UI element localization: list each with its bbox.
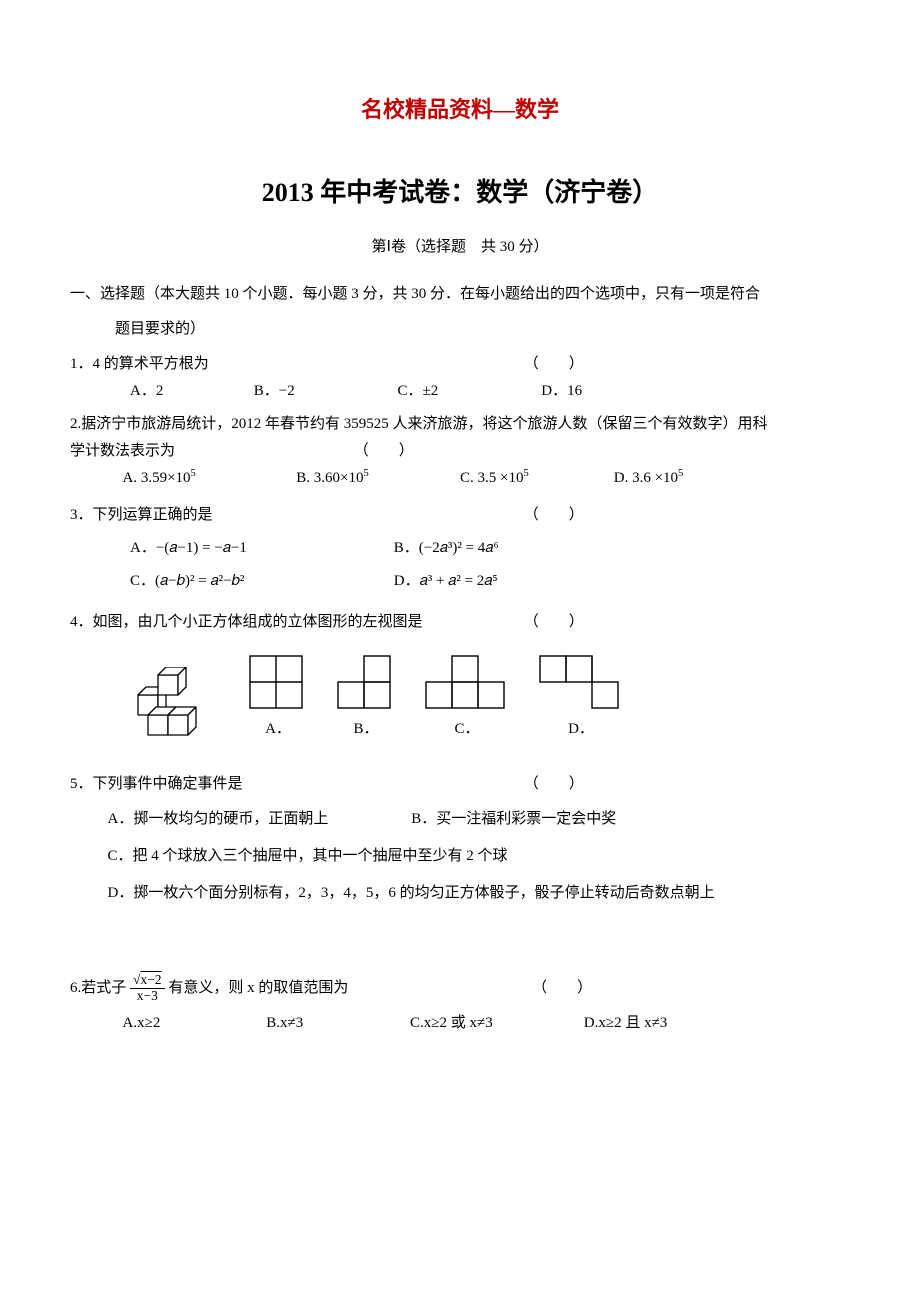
question-6: 6.若式子 √x−2 x−3 有意义，则 x 的取值范围为 （ ） A.x≥2 … <box>70 973 850 1037</box>
q4-label-b: B． <box>336 716 396 743</box>
q2-blank: （ ） <box>354 443 414 459</box>
question-1: 1．4 的算术平方根为 （ ） A．2 B．−2 C．±2 D．16 <box>70 351 850 405</box>
q6-stem-pre: 6.若式子 <box>70 980 126 996</box>
q1-stem: 1．4 的算术平方根为 <box>70 351 520 378</box>
q4-figure-row: A． B． C． <box>70 654 850 743</box>
q3-opt-c: C．(𝑎−𝑏)² = 𝑎²−𝑏² <box>130 568 390 595</box>
q4-blank: （ ） <box>524 614 584 630</box>
q6-opt-a: A.x≥2 <box>123 1010 263 1037</box>
q1-opt-b: B．−2 <box>254 378 394 405</box>
question-3: 3．下列运算正确的是 （ ） A．−(𝑎−1) = −𝑎−1 B．(−2𝑎³)²… <box>70 502 850 595</box>
q4-opt-b-figure: B． <box>336 654 396 743</box>
q2-opt-d: D. 3.6 ×105 <box>614 465 684 492</box>
q5-stem: 5．下列事件中确定事件是 <box>70 771 520 798</box>
doc-title: 2013 年中考试卷：数学（济宁卷） <box>70 170 850 217</box>
q1-opt-d: D．16 <box>541 378 582 405</box>
question-5: 5．下列事件中确定事件是 （ ） A．掷一枚均匀的硬币，正面朝上 B．买一注福利… <box>70 771 850 907</box>
instructions-line-1: 一、选择题（本大题共 10 个小题．每小题 3 分，共 30 分．在每小题给出的… <box>70 281 850 308</box>
question-4: 4．如图，由几个小正方体组成的立体图形的左视图是 （ ） <box>70 609 850 743</box>
q6-opt-c: C.x≥2 或 x≠3 <box>410 1010 580 1037</box>
q2-opt-b: B. 3.60×105 <box>296 465 456 492</box>
question-2: 2.据济宁市旅游局统计，2012 年春节约有 359525 人来济旅游，将这个旅… <box>70 411 850 492</box>
q1-opt-c: C．±2 <box>398 378 538 405</box>
section-label: 第Ⅰ卷（选择题 共 30 分） <box>70 234 850 261</box>
q4-label-d: D． <box>538 716 624 743</box>
q4-stem: 4．如图，由几个小正方体组成的立体图形的左视图是 <box>70 609 520 636</box>
q4-solid-figure <box>120 667 220 743</box>
doc-header: 名校精品资料—数学 <box>70 90 850 130</box>
q3-opt-a: A．−(𝑎−1) = −𝑎−1 <box>130 535 390 562</box>
q6-fraction: √x−2 x−3 <box>130 973 165 1004</box>
q1-blank: （ ） <box>524 356 584 372</box>
q2-opt-c: C. 3.5 ×105 <box>460 465 610 492</box>
q6-opt-b: B.x≠3 <box>266 1010 406 1037</box>
q5-opt-d: D．掷一枚六个面分别标有，2，3，4，5，6 的均匀正方体骰子，骰子停止转动后奇… <box>108 880 851 907</box>
q5-opt-a: A．掷一枚均匀的硬币，正面朝上 <box>108 806 408 833</box>
q6-blank: （ ） <box>532 980 592 996</box>
q2-opt-a: A. 3.59×105 <box>123 465 293 492</box>
q3-opt-b: B．(−2𝑎³)² = 4𝑎⁶ <box>394 535 499 562</box>
q4-opt-c-figure: C． <box>424 654 510 743</box>
q2-stem-2: 学计数法表示为 <box>70 438 350 465</box>
q3-blank: （ ） <box>524 507 584 523</box>
q6-stem-post: 有意义，则 x 的取值范围为 <box>168 975 528 1002</box>
q3-opt-d: D．𝑎³ + 𝑎² = 2𝑎⁵ <box>394 568 498 595</box>
q4-label-c: C． <box>424 716 510 743</box>
q6-opt-d: D.x≥2 且 x≠3 <box>584 1010 668 1037</box>
instructions-line-2: 题目要求的） <box>70 316 850 343</box>
q4-opt-d-figure: D． <box>538 654 624 743</box>
q4-label-a: A． <box>248 716 308 743</box>
q5-opt-b: B．买一注福利彩票一定会中奖 <box>411 811 616 827</box>
q3-stem: 3．下列运算正确的是 <box>70 502 520 529</box>
q5-opt-c: C．把 4 个球放入三个抽屉中，其中一个抽屉中至少有 2 个球 <box>108 843 851 870</box>
q1-opt-a: A．2 <box>130 378 250 405</box>
q5-blank: （ ） <box>524 776 584 792</box>
q2-stem-1: 2.据济宁市旅游局统计，2012 年春节约有 359525 人来济旅游，将这个旅… <box>70 411 850 438</box>
q4-opt-a-figure: A． <box>248 654 308 743</box>
